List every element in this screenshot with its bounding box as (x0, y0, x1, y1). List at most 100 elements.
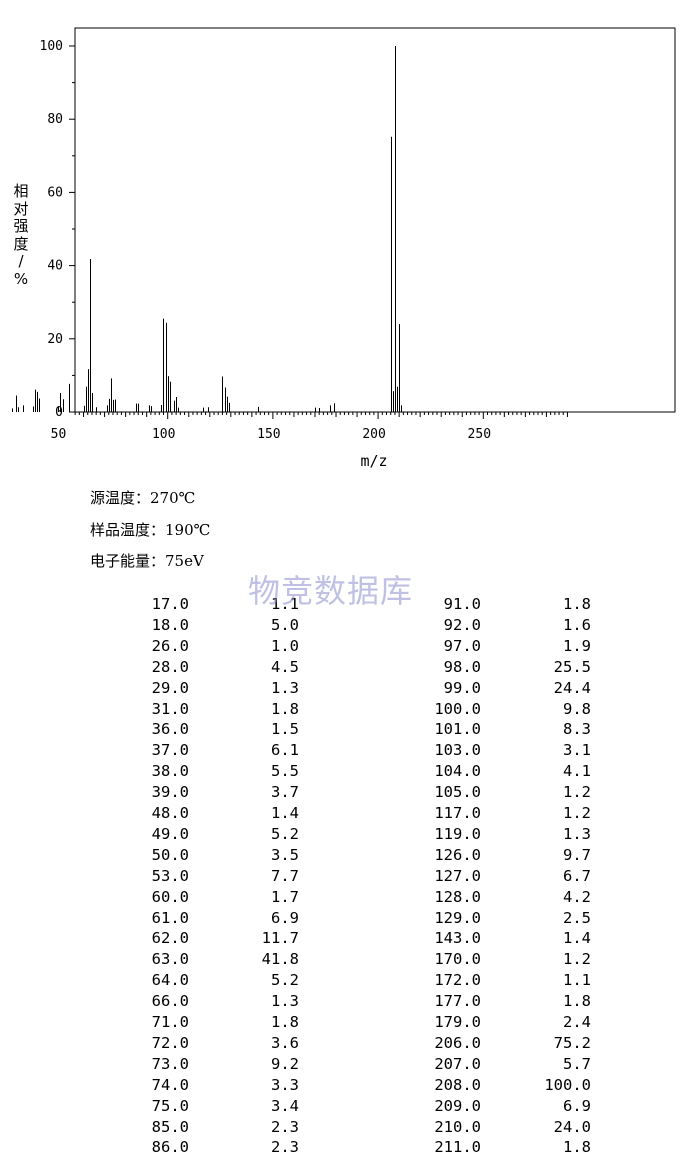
table-row: 117.0 1.2 (0, 803, 696, 824)
y-axis-title: 相对强度 /% (12, 182, 30, 288)
intensity-value: 1.8 (563, 992, 591, 1011)
intensity-value: 2.5 (563, 908, 591, 927)
intensity-value: 1.0 (271, 636, 299, 655)
intensity-value: 1.2 (563, 783, 591, 802)
intensity-value: 5.7 (563, 1054, 591, 1073)
mz-value: 91.0 (443, 595, 481, 613)
peak-bars (12, 46, 402, 412)
y-axis-title-char: 对 (13, 199, 29, 218)
intensity-value: 6.9 (563, 1096, 591, 1115)
table-row: 71.0 1.8 (0, 1012, 696, 1033)
table-row: 37.0 6.1 (0, 740, 696, 761)
mz-value: 63.0 (151, 950, 189, 969)
table-row: 29.0 1.3 (0, 678, 696, 699)
mz-value: 177.0 (434, 992, 481, 1011)
table-row: 91.0 1.8 (0, 594, 696, 615)
table-row: 61.0 6.9 (0, 908, 696, 929)
intensity-value: 5.2 (271, 971, 299, 990)
mz-value: 28.0 (151, 657, 189, 676)
table-row: 63.0 41.8 (0, 949, 696, 970)
table-row: 207.0 5.7 (0, 1054, 696, 1075)
y-axis-title-char: 相 (13, 182, 29, 200)
mz-value: 126.0 (434, 845, 481, 864)
mz-value: 92.0 (443, 615, 481, 634)
x-axis-title: m/z (360, 452, 387, 470)
table-row: 128.0 4.2 (0, 887, 696, 908)
table-row: 97.0 1.9 (0, 636, 696, 657)
intensity-value: 4.2 (563, 887, 591, 906)
intensity-value: 3.1 (563, 741, 591, 760)
mass-spectrum-chart: 0 20 40 60 80 100 50 100 150 200 250 m/z (12, 27, 676, 470)
table-row: 60.0 1.7 (0, 887, 696, 908)
mz-value: 101.0 (434, 720, 481, 739)
table-row: 179.0 2.4 (0, 1012, 696, 1033)
intensity-value: 3.5 (271, 845, 299, 864)
intensity-value: 5.2 (271, 824, 299, 843)
mz-value: 211.0 (434, 1138, 481, 1157)
table-row: 28.0 4.5 (0, 657, 696, 678)
x-tick-label: 50 (51, 427, 67, 442)
intensity-value: 3.3 (271, 1075, 299, 1094)
intensity-value: 5.5 (271, 762, 299, 781)
mz-value: 37.0 (151, 741, 189, 760)
intensity-value: 75.2 (553, 1033, 591, 1052)
table-row: 85.0 2.3 (0, 1117, 696, 1138)
y-tick-label: 0 (55, 405, 63, 420)
mz-value: 39.0 (151, 783, 189, 802)
x-tick-label: 100 (152, 427, 175, 442)
y-tick-label: 20 (47, 332, 63, 347)
table-row: 66.0 1.3 (0, 991, 696, 1012)
mz-value: 98.0 (443, 657, 481, 676)
mz-value: 38.0 (151, 762, 189, 781)
intensity-value: 1.3 (271, 992, 299, 1011)
table-row: 73.0 9.2 (0, 1054, 696, 1075)
mz-value: 17.0 (151, 595, 189, 613)
table-row: 86.0 2.3 (0, 1137, 696, 1158)
mz-value: 210.0 (434, 1117, 481, 1136)
mz-value: 208.0 (434, 1075, 481, 1094)
y-tick-label: 100 (40, 39, 63, 54)
table-row: 49.0 5.2 (0, 824, 696, 845)
mz-value: 36.0 (151, 720, 189, 739)
intensity-value: 1.2 (563, 950, 591, 969)
mz-value: 207.0 (434, 1054, 481, 1073)
y-tick-label: 60 (47, 185, 63, 200)
table-row: 206.0 75.2 (0, 1033, 696, 1054)
table-row: 50.0 3.5 (0, 845, 696, 866)
intensity-value: 2.4 (563, 1013, 591, 1031)
mz-value: 179.0 (434, 1013, 481, 1031)
table-row: 211.0 1.8 (0, 1137, 696, 1158)
table-row: 39.0 3.7 (0, 782, 696, 803)
mz-value: 143.0 (434, 929, 481, 948)
intensity-value: 2.3 (271, 1117, 299, 1136)
mz-value: 74.0 (151, 1075, 189, 1094)
mz-value: 48.0 (151, 804, 189, 822)
mz-value: 128.0 (434, 887, 481, 906)
y-axis-title-char: / (18, 252, 24, 270)
intensity-value: 5.0 (271, 615, 299, 634)
x-tick-label: 200 (362, 427, 385, 442)
table-row: 119.0 1.3 (0, 824, 696, 845)
intensity-value: 6.7 (563, 866, 591, 885)
intensity-value: 9.7 (563, 845, 591, 864)
mz-value: 170.0 (434, 950, 481, 969)
mz-value: 49.0 (151, 824, 189, 843)
table-row: 100.0 9.8 (0, 699, 696, 720)
mz-value: 72.0 (151, 1033, 189, 1052)
table-row: 74.0 3.3 (0, 1075, 696, 1096)
mz-value: 172.0 (434, 971, 481, 990)
intensity-value: 9.8 (563, 699, 591, 718)
intensity-value: 3.6 (271, 1033, 299, 1052)
mz-value: 99.0 (443, 678, 481, 697)
table-row: 48.0 1.4 (0, 803, 696, 824)
source-temperature: 源温度：270℃ (90, 489, 196, 507)
intensity-value: 1.8 (563, 595, 591, 613)
table-row: 143.0 1.4 (0, 928, 696, 949)
table-row: 129.0 2.5 (0, 908, 696, 929)
mz-value: 53.0 (151, 866, 189, 885)
mz-value: 18.0 (151, 615, 189, 634)
table-row: 210.0 24.0 (0, 1117, 696, 1138)
table-row: 101.0 8.3 (0, 719, 696, 740)
intensity-value: 1.4 (271, 804, 299, 822)
mz-value: 29.0 (151, 678, 189, 697)
